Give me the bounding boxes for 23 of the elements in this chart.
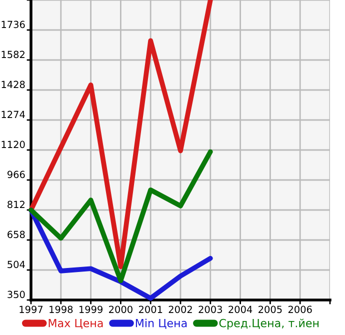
legend-label: Сред.Цена, т.йен [219, 318, 319, 330]
x-tick-label: 2006 [288, 306, 312, 314]
legend-label: Max Цена [48, 319, 103, 329]
y-tick-label: 1736 [2, 20, 25, 28]
x-tick-label: 2005 [258, 306, 282, 314]
x-tick-label: 2002 [168, 306, 192, 314]
y-tick-label: 1428 [2, 80, 25, 88]
y-tick-label: 966 [8, 170, 25, 178]
y-tick-label: 350 [8, 290, 25, 298]
x-tick-label: 2004 [228, 306, 252, 314]
x-tick-label: 1999 [79, 306, 102, 314]
y-tick-label: 504 [8, 260, 25, 268]
y-tick-label: 812 [8, 200, 24, 208]
x-tick-label: 1997 [20, 306, 43, 314]
legend-label: Min Цена [136, 318, 187, 329]
x-tick-label: 2003 [198, 306, 222, 314]
x-tick-label: 2001 [138, 306, 162, 314]
y-tick-label: 1120 [2, 140, 25, 148]
y-tick-label: 658 [8, 230, 25, 238]
x-tick-label: 1998 [50, 306, 73, 314]
y-tick-label: 1274 [2, 110, 25, 118]
y-tick-label: 1582 [2, 50, 24, 58]
x-tick-label: 2000 [109, 306, 132, 314]
